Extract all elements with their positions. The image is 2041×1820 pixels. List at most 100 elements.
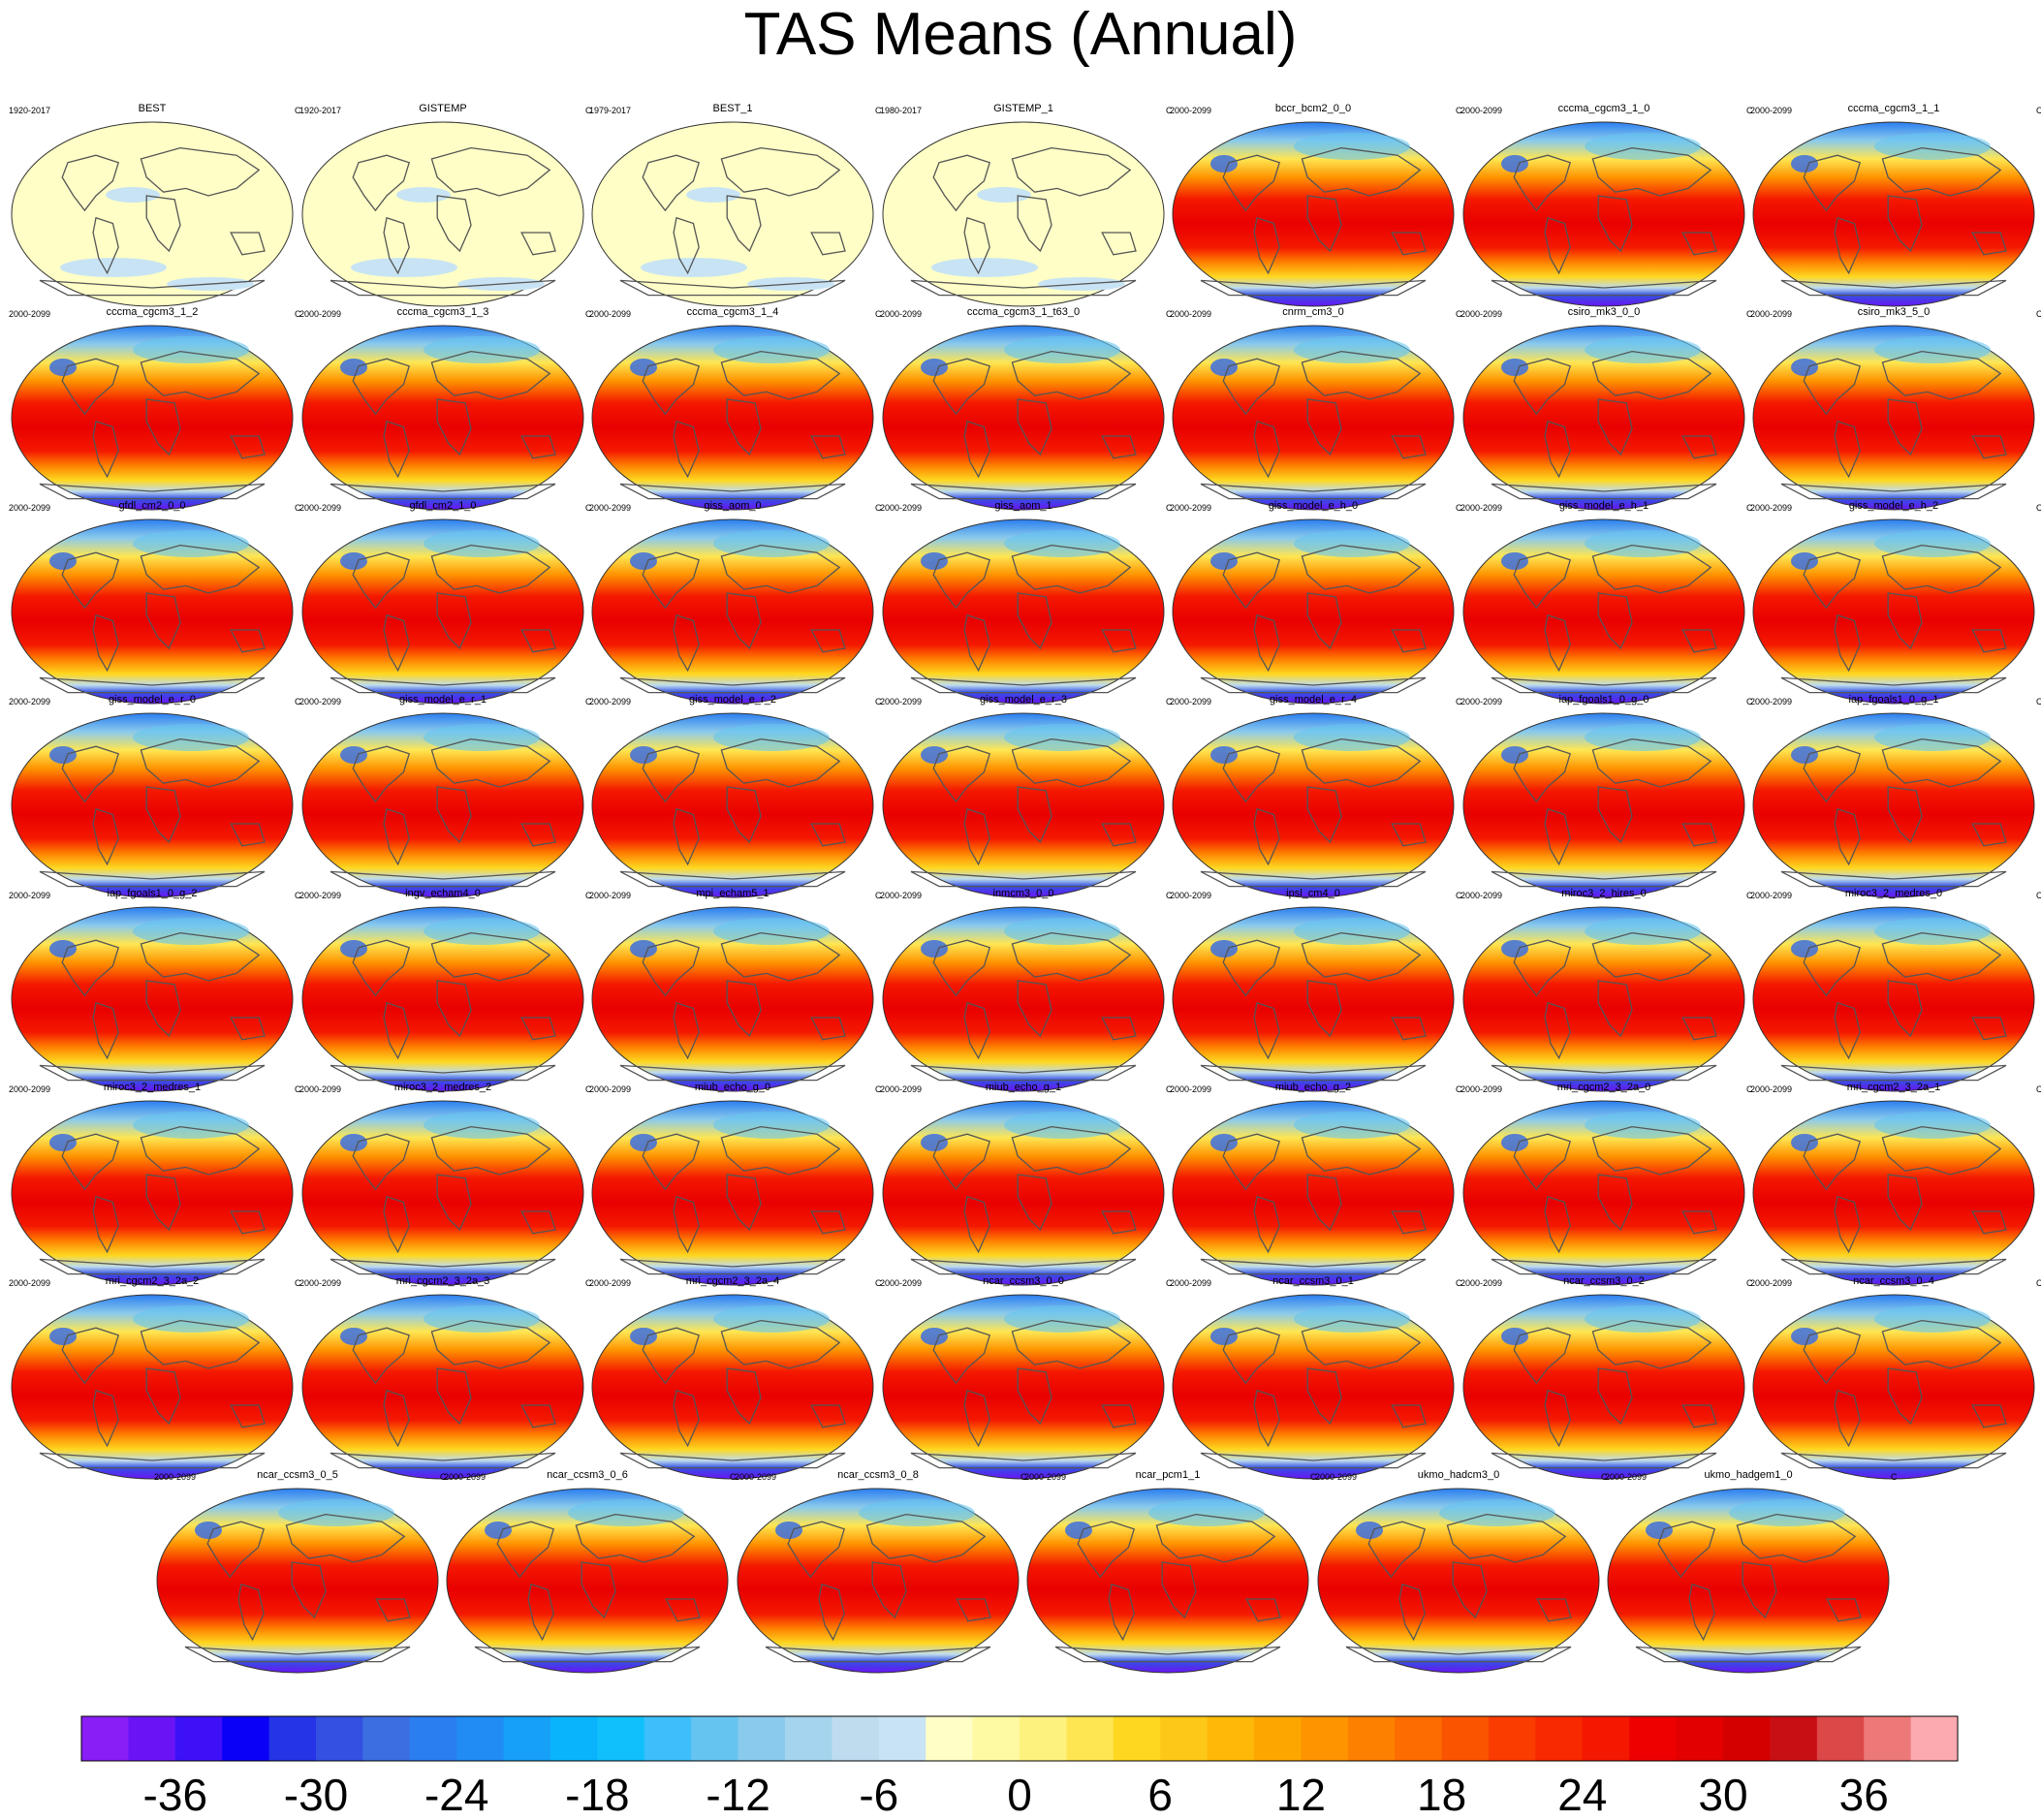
coastline (436, 786, 472, 844)
coastline (436, 195, 472, 253)
colorbar-swatch (81, 1716, 129, 1761)
colorbar-swatch (972, 1716, 1020, 1761)
panel-title: BEST (139, 103, 167, 114)
map-field (301, 1294, 584, 1480)
coastline (1881, 544, 2002, 594)
map-greenland (1501, 746, 1528, 764)
map-anomaly-blob (931, 258, 1038, 277)
coastline (140, 350, 261, 400)
coastline (1222, 1133, 1281, 1191)
map-panel: 2000-2099 giss_aom_0 C (589, 500, 882, 705)
coastline (39, 1452, 266, 1469)
panel-period: 2000-2099 (1170, 697, 1211, 706)
map-greenland (630, 1328, 657, 1345)
coastline (673, 1001, 700, 1060)
panel-period: 2000-2099 (1460, 1084, 1502, 1094)
panel-title: miroc3_2_medres_1 (104, 1082, 201, 1093)
panel-units: C (295, 503, 301, 513)
coastline (575, 1513, 696, 1563)
panel-units: C (1456, 309, 1462, 319)
panel-units: C (1746, 891, 1753, 900)
coastline (1513, 939, 1572, 997)
panel-title: giss_model_e_r_4 (1270, 694, 1357, 706)
panel-units: C (295, 1084, 301, 1094)
panel-period: 2000-2099 (299, 1278, 341, 1288)
map-field (301, 906, 584, 1092)
panel-title: ingv_echam4_0 (405, 888, 481, 899)
coastline (1245, 1598, 1281, 1622)
coastline (1881, 1319, 2002, 1369)
coastline (619, 1064, 846, 1082)
map-panel: 2000-2099 csiro_mk3_0_0 C (1460, 306, 1753, 511)
map-greenland (49, 1328, 77, 1345)
coastline (1513, 1327, 1572, 1385)
coastline (1780, 1452, 2007, 1469)
coastline (1301, 737, 1422, 788)
colorbar-frame (80, 1715, 1959, 1762)
map-panel: 2000-2099 mpi_echam5_1 C (589, 888, 882, 1092)
coastline (720, 350, 841, 400)
map-field (11, 1294, 294, 1480)
coastline (1780, 1064, 2007, 1082)
panel-title: cccma_cgcm3_1_0 (1558, 103, 1650, 114)
coastline (39, 483, 266, 500)
coastline (330, 1452, 556, 1469)
coastline (1780, 870, 2007, 888)
map-field (1752, 518, 2035, 705)
coastline (330, 483, 556, 500)
coastline (1803, 1133, 1862, 1191)
coastline (383, 1001, 410, 1060)
map-field (11, 121, 294, 307)
colorbar-swatch (1535, 1716, 1584, 1761)
coastline (1681, 1017, 1717, 1041)
coastline (436, 980, 472, 1038)
map-greenland (49, 552, 77, 570)
coastline (1391, 232, 1427, 256)
coastline (1253, 1389, 1280, 1448)
coastline (910, 1064, 1137, 1082)
coastline (1306, 398, 1342, 456)
colorbar-tick-label: -6 (859, 1770, 898, 1820)
coastline (1306, 1174, 1342, 1232)
coastline (1881, 350, 2002, 400)
map-field (301, 518, 584, 705)
coastline (1017, 398, 1052, 456)
panel-units: C (875, 309, 882, 319)
coastline (1222, 154, 1281, 212)
coastline (1391, 1210, 1427, 1235)
colorbar-swatch (926, 1716, 974, 1761)
coastline (765, 1646, 991, 1663)
map-field (1462, 906, 1745, 1092)
coastline (720, 931, 841, 982)
panel-title: miroc3_2_medres_0 (1845, 888, 1942, 899)
panel-title: GISTEMP_1 (993, 103, 1053, 114)
panel-units: C (1456, 891, 1462, 900)
coastline (145, 786, 181, 844)
coastline (1306, 980, 1342, 1038)
panel-units: C (1166, 891, 1173, 900)
panel-units: C (2036, 891, 2041, 900)
colorbar-tick-label: -18 (565, 1770, 629, 1820)
map-panel: 2000-2099 cccma_cgcm3_1_4 C (589, 306, 882, 511)
coastline (1971, 823, 2007, 847)
panel-title: miub_echo_g_0 (695, 1082, 770, 1093)
coastline (383, 1195, 410, 1254)
panel-title: ukmo_hadgem1_0 (1704, 1469, 1792, 1481)
panel-title: giss_model_e_r_2 (689, 694, 776, 706)
coastline (1834, 420, 1861, 479)
coastline (1536, 1598, 1572, 1622)
panel-period: 2000-2099 (589, 697, 631, 706)
coastline (910, 870, 1137, 888)
colorbar-swatch (832, 1716, 880, 1761)
panel-units: C (1746, 106, 1753, 115)
coastline (145, 1174, 181, 1232)
coastline (1681, 435, 1717, 459)
panel-title: ncar_ccsm3_0_6 (547, 1469, 628, 1481)
coastline (61, 154, 120, 212)
panel-units: C (875, 1084, 882, 1094)
coastline (1887, 195, 1923, 253)
coastline (383, 1389, 410, 1448)
map-panel: 2000-2099 miroc3_2_hires_0 C (1460, 888, 1753, 1092)
coastline (1591, 350, 1712, 400)
